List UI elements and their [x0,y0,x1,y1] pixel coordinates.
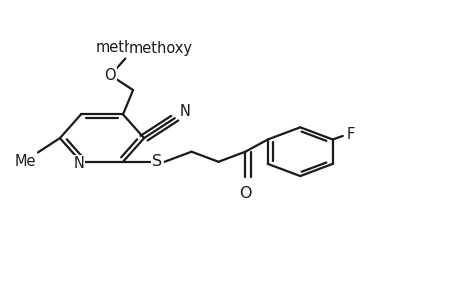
Text: methoxy: methoxy [129,41,192,56]
Text: Me: Me [14,154,35,169]
Text: N: N [179,104,190,119]
Text: O: O [239,186,251,201]
Text: S: S [152,154,162,169]
Text: O: O [104,68,116,83]
Text: F: F [346,127,354,142]
Text: N: N [73,156,84,171]
Text: methoxy: methoxy [95,40,159,55]
